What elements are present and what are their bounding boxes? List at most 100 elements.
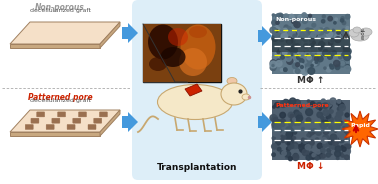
Circle shape bbox=[302, 36, 308, 41]
Circle shape bbox=[344, 149, 349, 153]
Circle shape bbox=[283, 49, 285, 52]
Circle shape bbox=[293, 143, 298, 148]
Text: Rapid: Rapid bbox=[350, 123, 370, 128]
Circle shape bbox=[290, 33, 292, 36]
Circle shape bbox=[328, 54, 332, 59]
Circle shape bbox=[321, 123, 327, 129]
Circle shape bbox=[308, 133, 311, 135]
Circle shape bbox=[337, 63, 341, 67]
Circle shape bbox=[338, 108, 340, 110]
Circle shape bbox=[309, 37, 314, 42]
Circle shape bbox=[279, 46, 285, 51]
Circle shape bbox=[297, 17, 300, 20]
Circle shape bbox=[270, 61, 277, 68]
Circle shape bbox=[322, 103, 328, 109]
Ellipse shape bbox=[149, 57, 167, 71]
Circle shape bbox=[331, 39, 334, 42]
Circle shape bbox=[335, 151, 341, 157]
Circle shape bbox=[345, 113, 349, 117]
Circle shape bbox=[318, 34, 323, 39]
Circle shape bbox=[339, 133, 345, 139]
Circle shape bbox=[342, 147, 346, 151]
Circle shape bbox=[309, 55, 312, 58]
Ellipse shape bbox=[227, 77, 237, 84]
Circle shape bbox=[309, 153, 315, 159]
Circle shape bbox=[287, 147, 290, 151]
Circle shape bbox=[285, 41, 292, 48]
Circle shape bbox=[285, 52, 290, 57]
Circle shape bbox=[273, 55, 277, 60]
Circle shape bbox=[329, 118, 333, 122]
Circle shape bbox=[282, 136, 287, 141]
Ellipse shape bbox=[351, 31, 369, 41]
Circle shape bbox=[318, 56, 322, 59]
Circle shape bbox=[294, 110, 299, 116]
Circle shape bbox=[319, 108, 321, 110]
Polygon shape bbox=[122, 23, 138, 43]
Polygon shape bbox=[342, 111, 378, 147]
Circle shape bbox=[314, 28, 321, 34]
Circle shape bbox=[316, 103, 323, 109]
Circle shape bbox=[284, 68, 287, 71]
Circle shape bbox=[300, 50, 304, 54]
Circle shape bbox=[317, 112, 322, 118]
Circle shape bbox=[302, 32, 305, 35]
Circle shape bbox=[331, 63, 335, 68]
Circle shape bbox=[291, 48, 295, 53]
FancyBboxPatch shape bbox=[88, 124, 96, 130]
Circle shape bbox=[294, 123, 297, 125]
Circle shape bbox=[294, 23, 297, 26]
Circle shape bbox=[302, 149, 308, 156]
Polygon shape bbox=[100, 22, 120, 48]
Circle shape bbox=[343, 46, 348, 51]
Circle shape bbox=[317, 143, 323, 149]
Circle shape bbox=[274, 25, 278, 29]
Circle shape bbox=[276, 61, 282, 66]
Circle shape bbox=[282, 151, 286, 155]
Ellipse shape bbox=[349, 29, 359, 37]
Circle shape bbox=[272, 121, 279, 128]
Circle shape bbox=[286, 37, 293, 44]
Circle shape bbox=[344, 155, 349, 159]
Circle shape bbox=[274, 124, 281, 130]
Circle shape bbox=[277, 59, 280, 63]
Circle shape bbox=[306, 109, 313, 116]
Circle shape bbox=[314, 56, 319, 61]
Circle shape bbox=[309, 131, 313, 135]
Circle shape bbox=[322, 120, 324, 122]
Circle shape bbox=[328, 49, 335, 56]
Circle shape bbox=[302, 13, 307, 17]
Circle shape bbox=[313, 53, 316, 57]
Circle shape bbox=[293, 118, 295, 121]
Circle shape bbox=[288, 136, 290, 138]
Circle shape bbox=[276, 14, 282, 20]
Circle shape bbox=[321, 116, 324, 119]
Circle shape bbox=[327, 114, 331, 118]
Circle shape bbox=[339, 61, 345, 67]
Circle shape bbox=[280, 30, 286, 37]
Circle shape bbox=[306, 18, 308, 20]
Circle shape bbox=[307, 46, 310, 49]
Polygon shape bbox=[100, 110, 120, 136]
Circle shape bbox=[293, 137, 296, 140]
Bar bbox=[272, 100, 350, 160]
Circle shape bbox=[278, 49, 281, 52]
Circle shape bbox=[283, 50, 289, 57]
Ellipse shape bbox=[181, 24, 215, 70]
Circle shape bbox=[286, 127, 293, 133]
Circle shape bbox=[345, 64, 350, 68]
Circle shape bbox=[341, 17, 344, 20]
Circle shape bbox=[316, 130, 321, 135]
Circle shape bbox=[290, 118, 293, 121]
Bar bbox=[272, 122, 350, 132]
Circle shape bbox=[323, 129, 329, 134]
Circle shape bbox=[330, 65, 334, 69]
Circle shape bbox=[324, 28, 329, 33]
Circle shape bbox=[283, 51, 287, 55]
Circle shape bbox=[323, 135, 329, 141]
Circle shape bbox=[289, 144, 294, 149]
Circle shape bbox=[284, 68, 287, 71]
Circle shape bbox=[273, 118, 277, 122]
Circle shape bbox=[312, 129, 317, 134]
Circle shape bbox=[347, 147, 350, 150]
